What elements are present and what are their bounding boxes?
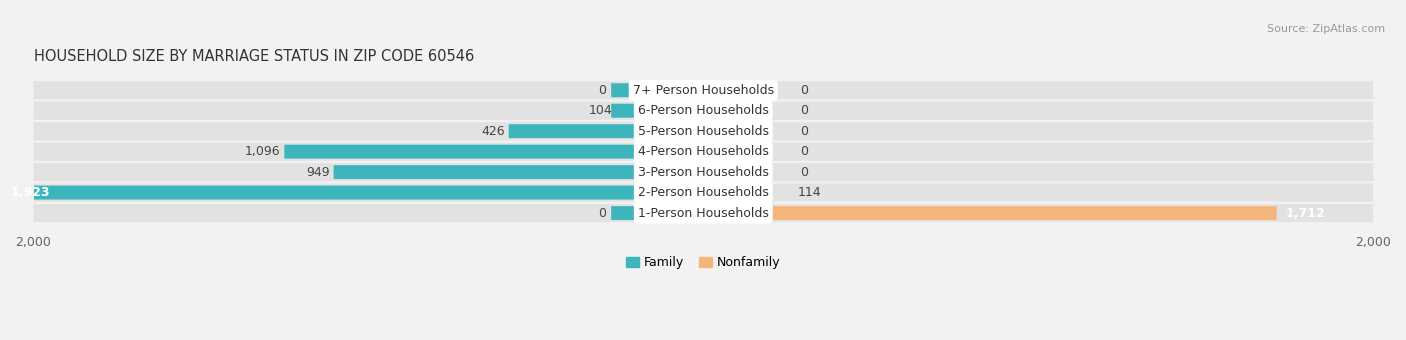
FancyBboxPatch shape: [651, 104, 744, 118]
Text: 4-Person Households: 4-Person Households: [638, 145, 769, 158]
Text: 426: 426: [481, 125, 505, 138]
Text: 949: 949: [307, 166, 329, 178]
Text: 6-Person Households: 6-Person Households: [638, 104, 769, 117]
FancyBboxPatch shape: [651, 186, 744, 200]
Text: 0: 0: [598, 84, 606, 97]
FancyBboxPatch shape: [651, 83, 744, 97]
Text: 1,712: 1,712: [1285, 207, 1326, 220]
FancyBboxPatch shape: [333, 165, 703, 179]
Text: 104: 104: [589, 104, 613, 117]
FancyBboxPatch shape: [34, 163, 1374, 181]
FancyBboxPatch shape: [34, 143, 1374, 161]
Text: 0: 0: [800, 166, 808, 178]
Text: 114: 114: [797, 186, 821, 199]
FancyBboxPatch shape: [651, 124, 744, 138]
FancyBboxPatch shape: [651, 165, 744, 179]
FancyBboxPatch shape: [34, 81, 1374, 99]
Text: 1,923: 1,923: [11, 186, 51, 199]
Text: 0: 0: [800, 104, 808, 117]
FancyBboxPatch shape: [612, 104, 703, 118]
FancyBboxPatch shape: [7, 186, 703, 200]
Text: 0: 0: [800, 84, 808, 97]
FancyBboxPatch shape: [34, 204, 1374, 222]
Text: 5-Person Households: 5-Person Households: [638, 125, 769, 138]
FancyBboxPatch shape: [651, 206, 1277, 220]
FancyBboxPatch shape: [612, 83, 703, 97]
Text: 3-Person Households: 3-Person Households: [638, 166, 769, 178]
Text: 0: 0: [800, 125, 808, 138]
Legend: Family, Nonfamily: Family, Nonfamily: [621, 251, 785, 274]
Text: 1-Person Households: 1-Person Households: [638, 207, 769, 220]
Text: 0: 0: [800, 145, 808, 158]
FancyBboxPatch shape: [284, 145, 703, 159]
FancyBboxPatch shape: [651, 145, 744, 159]
Text: 7+ Person Households: 7+ Person Households: [633, 84, 773, 97]
Text: HOUSEHOLD SIZE BY MARRIAGE STATUS IN ZIP CODE 60546: HOUSEHOLD SIZE BY MARRIAGE STATUS IN ZIP…: [34, 49, 474, 64]
FancyBboxPatch shape: [34, 102, 1374, 120]
FancyBboxPatch shape: [612, 206, 703, 220]
FancyBboxPatch shape: [34, 184, 1374, 202]
Text: 1,096: 1,096: [245, 145, 280, 158]
FancyBboxPatch shape: [509, 124, 703, 138]
Text: 2-Person Households: 2-Person Households: [638, 186, 769, 199]
Text: Source: ZipAtlas.com: Source: ZipAtlas.com: [1267, 24, 1385, 34]
FancyBboxPatch shape: [34, 122, 1374, 140]
Text: 0: 0: [598, 207, 606, 220]
